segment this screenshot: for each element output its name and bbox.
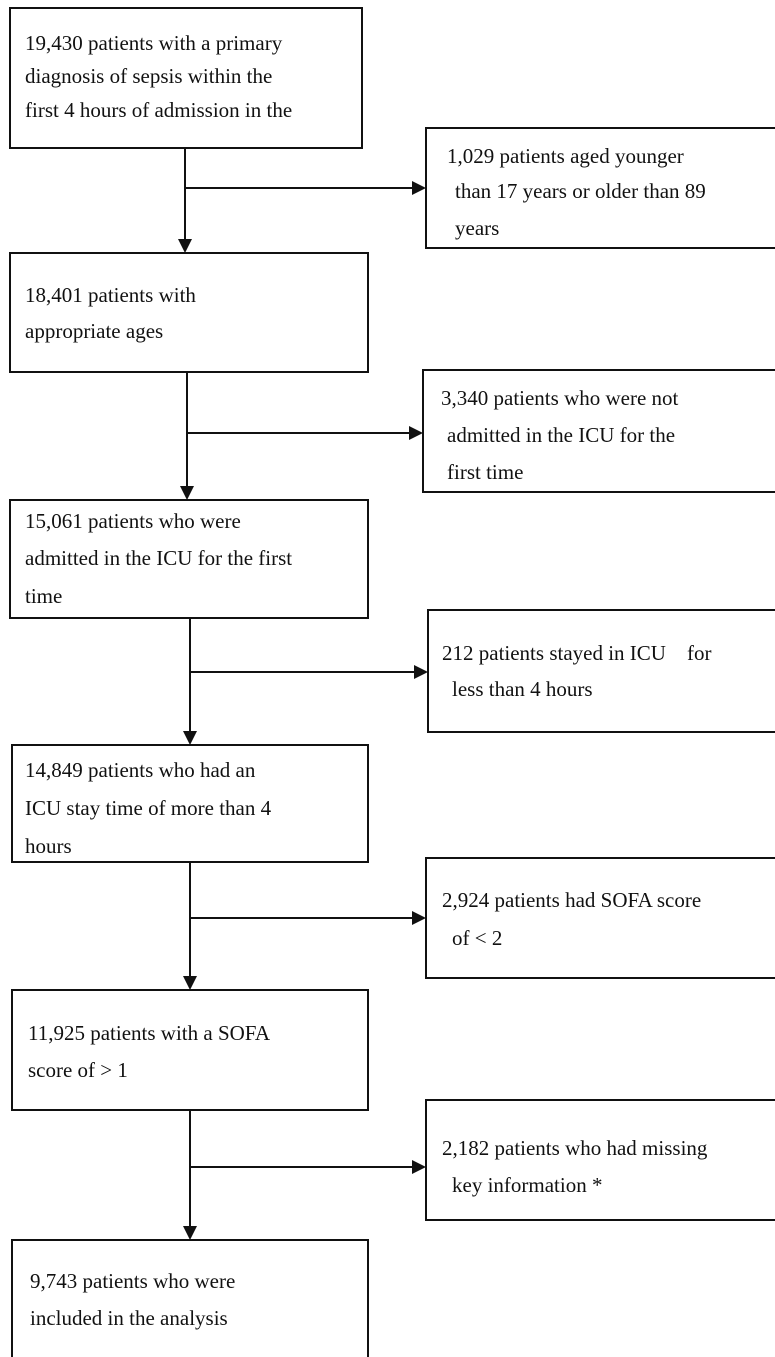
exclusion-box: [425, 127, 775, 249]
arrowhead: [412, 1160, 426, 1174]
step-text: score of > 1: [28, 1058, 128, 1082]
exclusion-text: key information *: [452, 1173, 602, 1197]
exclusion-text: less than 4 hours: [452, 677, 593, 701]
exclusion-box: [422, 369, 775, 493]
exclusion-text: of < 2: [452, 926, 502, 950]
arrowhead: [412, 181, 426, 195]
step-text: 18,401 patients with: [25, 283, 196, 307]
step-text: 19,430 patients with a primary: [25, 31, 283, 55]
exclusion-text: 212 patients stayed in ICU for: [442, 641, 711, 665]
step-text: admitted in the ICU for the first: [25, 546, 292, 570]
arrowhead: [180, 486, 194, 500]
step-box: [11, 989, 369, 1111]
arrowhead: [409, 426, 423, 440]
arrowhead: [183, 1226, 197, 1240]
step-box: [11, 1239, 369, 1357]
exclusion-text: 1,029 patients aged younger: [447, 144, 684, 168]
step-text: 14,849 patients who had an: [25, 758, 256, 782]
step-text: ICU stay time of more than 4: [25, 796, 272, 820]
step-text: first 4 hours of admission in the: [25, 98, 292, 122]
exclusion-text: years: [455, 216, 499, 240]
step-text: included in the analysis: [30, 1306, 228, 1330]
exclusion-text: than 17 years or older than 89: [455, 179, 706, 203]
step-text: hours: [25, 834, 72, 858]
exclusion-text: first time: [447, 460, 523, 484]
exclusion-box: [427, 609, 775, 733]
exclusion-text: 3,340 patients who were not: [441, 386, 679, 410]
step-text: time: [25, 584, 62, 608]
exclusion-text: 2,182 patients who had missing: [442, 1136, 708, 1160]
arrowhead: [183, 976, 197, 990]
arrowhead: [414, 665, 428, 679]
arrowhead: [412, 911, 426, 925]
step-text: 11,925 patients with a SOFA: [28, 1021, 271, 1045]
step-text: 9,743 patients who were: [30, 1269, 235, 1293]
step-text: diagnosis of sepsis within the: [25, 64, 272, 88]
step-box: [9, 7, 363, 149]
step-box: [9, 499, 369, 619]
exclusion-text: 2,924 patients had SOFA score: [442, 888, 701, 912]
step-text: appropriate ages: [25, 319, 163, 343]
arrowhead: [178, 239, 192, 253]
step-box: [9, 252, 369, 373]
step-text: 15,061 patients who were: [25, 509, 241, 533]
exclusion-box: [425, 1099, 775, 1221]
arrowhead: [183, 731, 197, 745]
exclusion-text: admitted in the ICU for the: [447, 423, 675, 447]
exclusion-box: [425, 857, 775, 979]
